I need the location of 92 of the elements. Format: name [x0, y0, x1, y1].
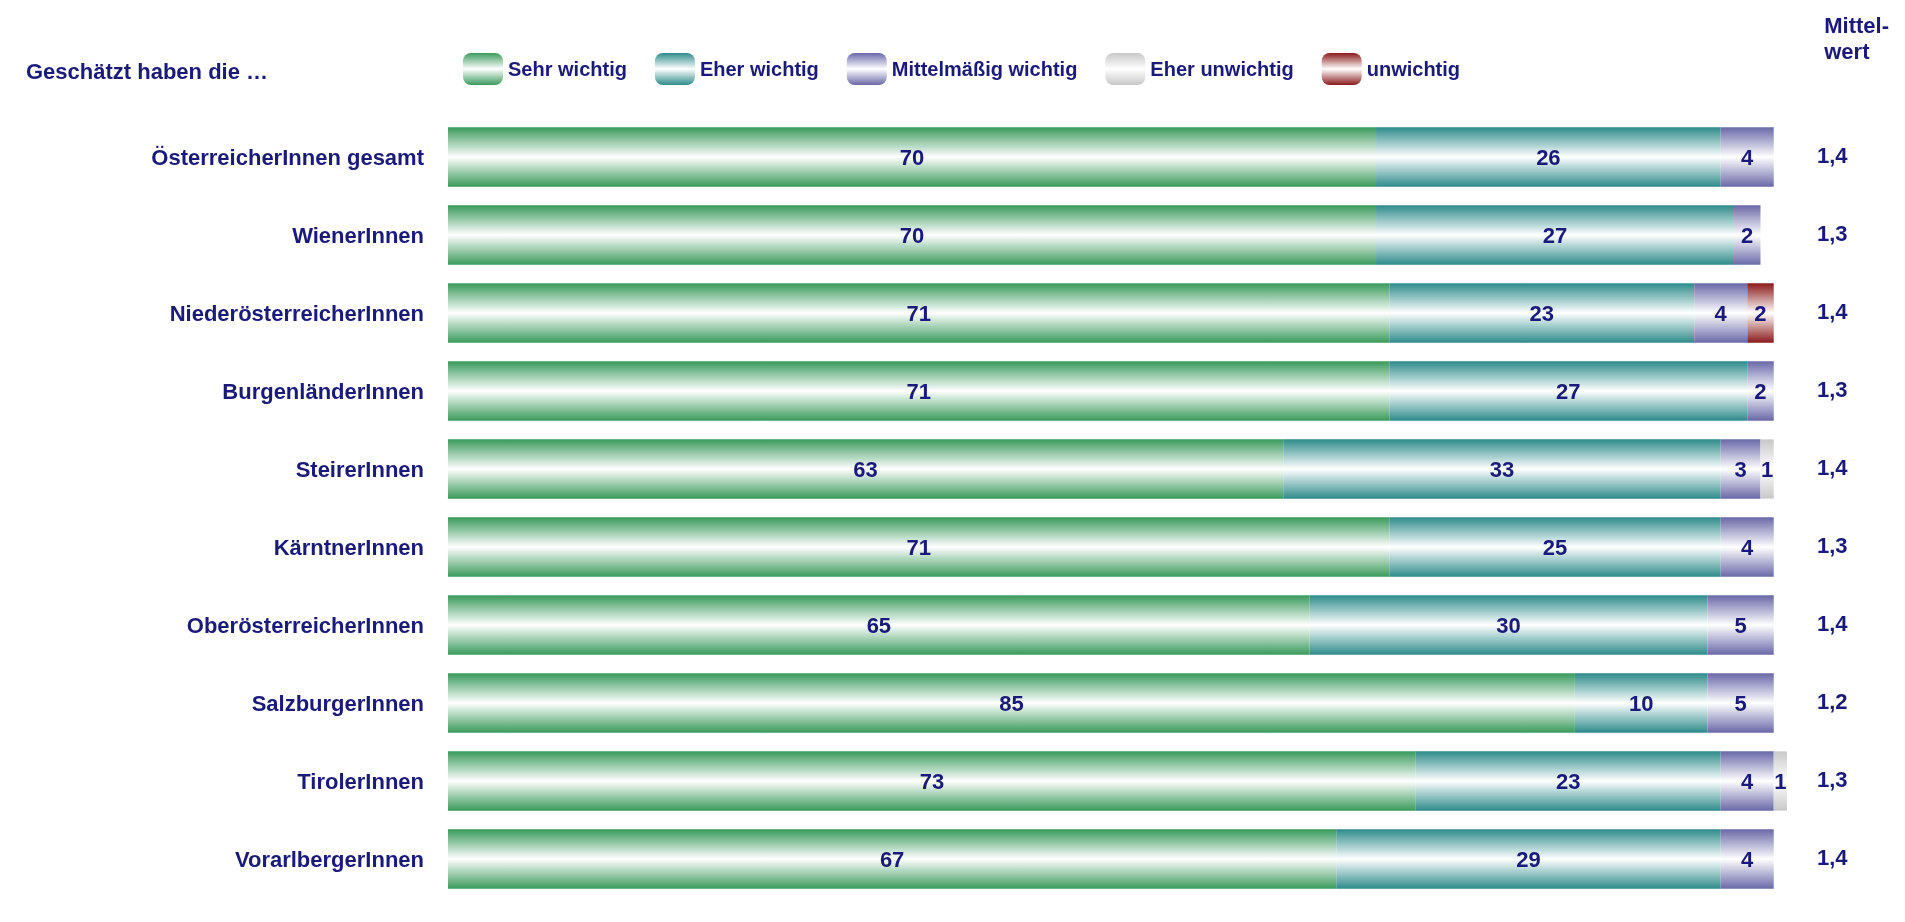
- bar: [448, 439, 1284, 499]
- data-label: 27: [1556, 378, 1581, 404]
- data-label: 2: [1754, 300, 1767, 326]
- data-label: 29: [1516, 846, 1541, 872]
- data-label: 1: [1760, 456, 1774, 482]
- data-label: 23: [1556, 768, 1581, 794]
- y-tick-label: WienerInnen: [292, 222, 424, 248]
- data-label: 23: [1529, 300, 1554, 326]
- text: 1,4: [1817, 844, 1849, 870]
- data-label: 4: [1741, 534, 1755, 560]
- bar: [1707, 595, 1774, 655]
- data-label: 73: [919, 768, 945, 794]
- data-label: 33: [1489, 456, 1515, 482]
- bar: [448, 283, 1390, 343]
- data-label: 26: [1536, 144, 1561, 170]
- legend-label: Sehr wichtig: [508, 58, 627, 80]
- y-tick-label: OberösterreicherInnen: [186, 612, 424, 638]
- bar: [448, 751, 1416, 811]
- data-label: 1: [1774, 768, 1787, 794]
- y-tick-label: BurgenländerInnen: [222, 378, 424, 404]
- y-tick-label: SalzburgerInnen: [251, 690, 424, 716]
- text: 1,3: [1817, 220, 1848, 246]
- legend-label: Mittelmäßig wichtig: [891, 58, 1078, 80]
- bar: [1720, 751, 1774, 811]
- bar: [448, 205, 1377, 265]
- data-label: 3: [1734, 456, 1747, 482]
- data-label: 2: [1754, 378, 1767, 404]
- data-label: 70: [899, 222, 925, 248]
- bar: [1747, 361, 1774, 421]
- y-tick-label: SteirerInnen: [295, 456, 424, 482]
- text: Mittel- wert: [1823, 12, 1889, 64]
- data-label: 4: [1741, 768, 1755, 794]
- data-label: 71: [906, 534, 931, 560]
- y-tick-label: TirolerInnen: [297, 768, 424, 794]
- text: 1,2: [1817, 688, 1848, 714]
- y-tick-label: ÖsterreicherInnen gesamt: [151, 144, 425, 170]
- bar: [1760, 439, 1774, 499]
- y-tick-label: NiederösterreicherInnen: [169, 300, 424, 326]
- data-label: 70: [899, 144, 925, 170]
- bar: [448, 595, 1310, 655]
- legend-label: unwichtig: [1366, 58, 1461, 80]
- bar: [1574, 673, 1708, 733]
- bar: [1720, 439, 1761, 499]
- bar: [1389, 361, 1748, 421]
- text: 1,4: [1817, 610, 1849, 636]
- bar: [448, 127, 1377, 187]
- bar: [1389, 283, 1695, 343]
- y-tick-label: VorarlbergerInnen: [234, 846, 424, 872]
- data-label: 5: [1734, 690, 1747, 716]
- bar: [448, 673, 1575, 733]
- data-label: 2: [1741, 222, 1754, 248]
- data-label: 4: [1741, 846, 1755, 872]
- bar: [448, 829, 1337, 889]
- legend-label: Eher wichtig: [699, 58, 819, 80]
- text: 1,4: [1817, 142, 1849, 168]
- legend-label: Eher unwichtig: [1150, 58, 1294, 80]
- data-label: 63: [853, 456, 878, 482]
- text: 1,3: [1817, 766, 1848, 792]
- bar: [448, 361, 1390, 421]
- legend-title: Geschätzt haben die …: [26, 58, 269, 84]
- text: 1,4: [1817, 298, 1849, 324]
- bar: [1694, 283, 1748, 343]
- data-label: 65: [866, 612, 892, 638]
- y-tick-label: KärntnerInnen: [273, 534, 424, 560]
- bar: [1283, 439, 1721, 499]
- bar: [1720, 517, 1774, 577]
- bar: [1376, 205, 1734, 265]
- data-label: 5: [1734, 612, 1747, 638]
- bar: [1336, 829, 1721, 889]
- data-label: 71: [906, 378, 931, 404]
- bar: [1707, 673, 1774, 733]
- data-label: 4: [1714, 300, 1728, 326]
- data-label: 4: [1741, 144, 1755, 170]
- data-label: 25: [1542, 534, 1568, 560]
- bar: [1733, 205, 1761, 265]
- bar: [1720, 829, 1774, 889]
- bar: [1720, 127, 1774, 187]
- data-label: 10: [1628, 690, 1654, 716]
- text: 1,4: [1817, 454, 1849, 480]
- bar: [448, 517, 1390, 577]
- bar: [1415, 751, 1721, 811]
- bar: [1389, 517, 1721, 577]
- data-label: 67: [879, 846, 905, 872]
- data-label: 71: [906, 300, 931, 326]
- data-label: 27: [1542, 222, 1568, 248]
- text: 1,3: [1817, 376, 1848, 402]
- text: 1,3: [1817, 532, 1848, 558]
- bar: [1376, 127, 1721, 187]
- bar: [1309, 595, 1708, 655]
- data-label: 85: [999, 690, 1024, 716]
- data-label: 30: [1496, 612, 1521, 638]
- bar: [1747, 283, 1774, 343]
